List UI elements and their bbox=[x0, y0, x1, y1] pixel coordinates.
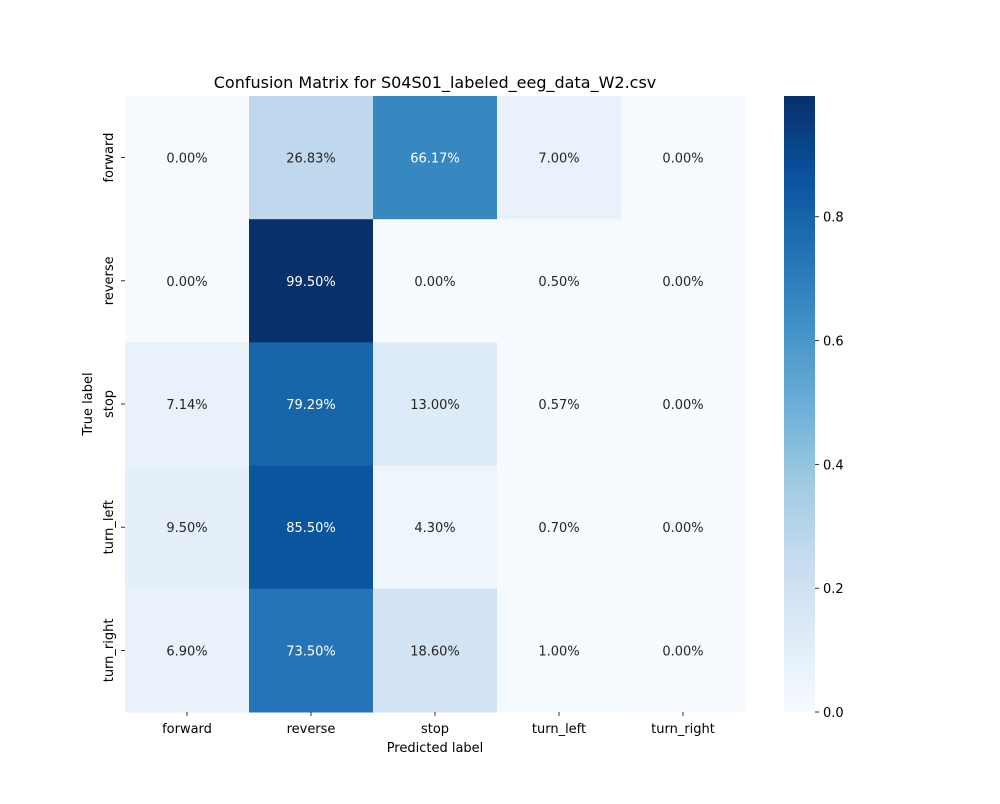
heatmap-cell bbox=[125, 219, 250, 343]
heatmap-cells: 0.00% 26.83% 66.17% 7.00% 0.00% 0.00% 99.50% 0.… bbox=[125, 96, 746, 713]
cell-annotation: 9.50% bbox=[166, 521, 207, 536]
cell-annotation: 0.00% bbox=[166, 152, 207, 167]
cell-annotation: 4.30% bbox=[414, 521, 455, 536]
heatmap-cell bbox=[373, 96, 498, 220]
y-tick-label: turn_left bbox=[102, 500, 117, 554]
heatmap-cell bbox=[497, 465, 622, 590]
x-tick-label: reverse bbox=[287, 722, 336, 737]
heatmap-cell bbox=[621, 342, 746, 467]
cell-annotation: 0.00% bbox=[662, 275, 703, 290]
cell-annotation: 18.60% bbox=[410, 644, 460, 659]
cell-annotation: 0.50% bbox=[538, 275, 579, 290]
cell-annotation: 0.00% bbox=[166, 275, 207, 290]
x-axis-label: Predicted label bbox=[387, 741, 484, 756]
cell-annotation: 0.00% bbox=[662, 152, 703, 167]
cell-annotation: 7.14% bbox=[166, 398, 207, 413]
heatmap-cell bbox=[249, 465, 374, 590]
heatmap-cell bbox=[373, 219, 498, 343]
heatmap-cell bbox=[621, 219, 746, 343]
y-axis-ticks: forward reverse stop turn_left turn_right bbox=[102, 133, 125, 683]
heatmap-cell bbox=[621, 588, 746, 713]
y-tick-label: turn_right bbox=[102, 619, 117, 683]
heatmap-cell bbox=[373, 465, 498, 590]
cell-annotation: 0.00% bbox=[414, 275, 455, 290]
heatmap-cell bbox=[249, 219, 374, 343]
cell-annotation: 0.00% bbox=[662, 644, 703, 659]
colorbar bbox=[784, 96, 815, 712]
x-tick-label: turn_right bbox=[651, 722, 715, 737]
colorbar-tick-label: 0.6 bbox=[823, 335, 844, 350]
cell-annotation: 66.17% bbox=[410, 152, 460, 167]
y-tick-label: reverse bbox=[102, 256, 117, 305]
cell-annotation: 26.83% bbox=[286, 152, 336, 167]
heatmap-cell bbox=[125, 588, 250, 713]
cell-annotation: 0.00% bbox=[662, 521, 703, 536]
cell-annotation: 99.50% bbox=[286, 275, 336, 290]
cell-annotation: 6.90% bbox=[166, 644, 207, 659]
heatmap-cell bbox=[249, 588, 374, 713]
colorbar-tick-label: 0.8 bbox=[823, 211, 844, 226]
heatmap-cell bbox=[497, 219, 622, 343]
y-tick-label: stop bbox=[102, 390, 117, 418]
colorbar-tick-label: 0.0 bbox=[823, 706, 844, 721]
chart-title: Confusion Matrix for S04S01_labeled_eeg_… bbox=[214, 73, 657, 93]
heatmap-cell bbox=[497, 588, 622, 713]
heatmap-cell bbox=[621, 465, 746, 590]
heatmap-cell bbox=[125, 96, 250, 220]
heatmap-cell bbox=[497, 342, 622, 467]
cell-annotation: 73.50% bbox=[286, 644, 336, 659]
cell-annotation: 79.29% bbox=[286, 398, 336, 413]
heatmap-cell bbox=[249, 96, 374, 220]
heatmap-cell bbox=[125, 465, 250, 590]
heatmap-cell bbox=[621, 96, 746, 220]
heatmap-cell bbox=[125, 342, 250, 467]
y-tick-label: forward bbox=[102, 133, 117, 183]
cell-annotation: 13.00% bbox=[410, 398, 460, 413]
heatmap-cell bbox=[373, 588, 498, 713]
cell-annotation: 7.00% bbox=[538, 152, 579, 167]
colorbar-ticks: 0.0 0.2 0.4 0.6 0.8 bbox=[815, 211, 844, 721]
y-axis-label: True label bbox=[81, 372, 96, 436]
cell-annotation: 1.00% bbox=[538, 644, 579, 659]
x-tick-label: forward bbox=[162, 722, 212, 737]
cell-annotation: 0.57% bbox=[538, 398, 579, 413]
colorbar-tick-label: 0.2 bbox=[823, 582, 844, 597]
colorbar-tick-label: 0.4 bbox=[823, 458, 844, 473]
cell-annotation: 85.50% bbox=[286, 521, 336, 536]
x-tick-label: stop bbox=[421, 722, 449, 737]
heatmap-cell bbox=[249, 342, 374, 467]
x-tick-label: turn_left bbox=[532, 722, 586, 737]
cell-annotation: 0.70% bbox=[538, 521, 579, 536]
cell-annotation: 0.00% bbox=[662, 398, 703, 413]
heatmap-cell bbox=[497, 96, 622, 220]
x-axis-ticks: forward reverse stop turn_left turn_right bbox=[162, 712, 715, 737]
heatmap-cell bbox=[373, 342, 498, 467]
